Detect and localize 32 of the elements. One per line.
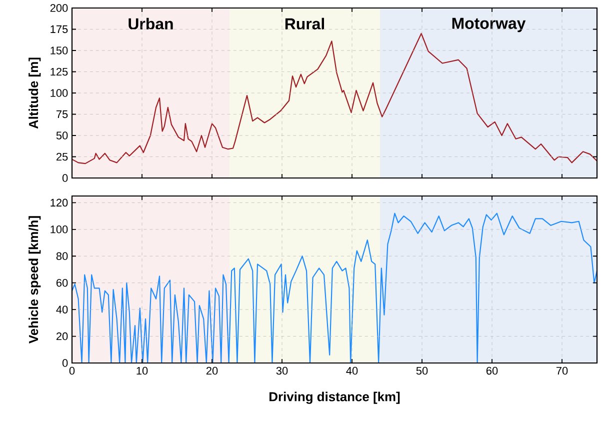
- y-tick-label: 50: [56, 132, 68, 140]
- y-tick-label: 75: [56, 110, 68, 118]
- x-tick-label: 0: [69, 366, 75, 375]
- x-tick-label: 70: [556, 366, 568, 375]
- y-tick-label: 100: [50, 226, 68, 234]
- y-tick-label: 150: [50, 46, 68, 54]
- x-tick-label: 20: [206, 366, 218, 375]
- x-tick-label: 40: [346, 366, 358, 375]
- x-tick-label: 10: [136, 366, 148, 375]
- band-label: Urban: [128, 18, 173, 30]
- line-series: [72, 32, 598, 164]
- y-tick-label: 100: [50, 89, 68, 97]
- y-tick-label: 60: [56, 278, 68, 287]
- x-tick-label: 30: [276, 366, 288, 375]
- band-label: Rural: [285, 18, 324, 30]
- x-tick-label: 50: [416, 366, 428, 375]
- y-axis-title: Vehicle speed [km/h]: [28, 216, 41, 344]
- y-tick-label: 175: [50, 25, 68, 34]
- y-axis-title: Altitude [m]: [28, 58, 41, 129]
- x-tick-label: 60: [486, 366, 498, 375]
- band-label: Motorway: [452, 18, 526, 32]
- y-tick-label: 80: [56, 252, 68, 260]
- line-series: [72, 212, 598, 363]
- y-tick-label: 125: [50, 68, 68, 76]
- y-tick-label: 25: [56, 152, 68, 161]
- y-tick-label: 20: [56, 332, 68, 340]
- y-tick-label: 200: [50, 4, 68, 12]
- x-axis-title: Driving distance [km]: [270, 392, 400, 404]
- y-tick-label: 120: [50, 198, 68, 207]
- y-tick-label: 0: [62, 174, 68, 182]
- y-tick-label: 0: [62, 359, 68, 367]
- y-tick-label: 40: [56, 306, 68, 314]
